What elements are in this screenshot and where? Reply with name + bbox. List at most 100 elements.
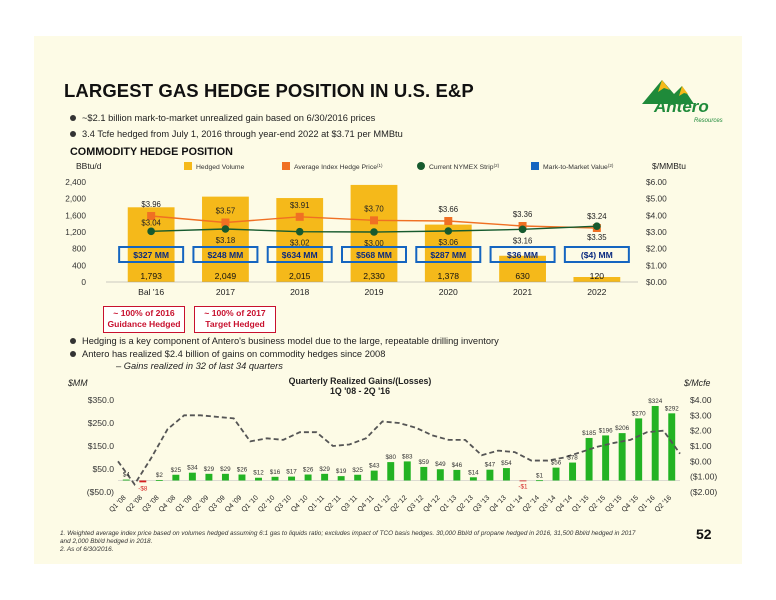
mtm-value-box bbox=[489, 246, 556, 263]
gain-bar bbox=[387, 462, 395, 481]
x-tick-label: Q1 '10 bbox=[241, 494, 260, 513]
footnote-1-cont: and 2,000 Bbl/d hedged in 2018. bbox=[60, 538, 153, 545]
bar-value-label: $16 bbox=[270, 469, 281, 476]
y-tick-label: 0 bbox=[81, 277, 86, 287]
logo-subtext: Resources bbox=[694, 118, 723, 124]
logo-text: Antero bbox=[653, 97, 709, 116]
bar-value-label: $26 bbox=[303, 467, 314, 474]
x-tick-label: Q2 '14 bbox=[522, 494, 541, 513]
gain-bar bbox=[486, 469, 494, 481]
nymex-label: $3.04 bbox=[141, 218, 161, 227]
x-tick-label: Q1 '15 bbox=[571, 494, 590, 513]
x-tick-label: Q4 '08 bbox=[158, 494, 177, 513]
mtm-value-label: $634 MM bbox=[282, 250, 318, 260]
nymex-marker bbox=[444, 227, 453, 235]
gain-bar bbox=[618, 433, 626, 481]
x-tick-label: Q1 '11 bbox=[307, 494, 326, 513]
bar-value-label: $56 bbox=[551, 460, 562, 467]
x-tick-label: Q1 '16 bbox=[637, 494, 656, 513]
mtm-value-label: $568 MM bbox=[356, 250, 392, 260]
gain-bar bbox=[337, 476, 345, 481]
gain-bar bbox=[585, 437, 593, 481]
page-number: 52 bbox=[696, 526, 712, 542]
x-tick-label: Q3 '12 bbox=[406, 494, 425, 513]
y2-axis-title: $/MMBtu bbox=[652, 161, 686, 171]
avg-index-label: $3.36 bbox=[513, 210, 533, 219]
gain-bar bbox=[255, 477, 262, 481]
y2-tick-label: $4.00 bbox=[646, 210, 667, 220]
y-tick-label: 2,000 bbox=[65, 194, 86, 204]
nymex-label: $3.16 bbox=[513, 236, 533, 245]
gain-bar bbox=[321, 473, 329, 481]
bar-value-label: $4 bbox=[123, 472, 131, 479]
legend-entry: Current NYMEX Strip(2) bbox=[429, 163, 500, 171]
volume-label: 1,378 bbox=[438, 271, 460, 281]
guidance-line: ~ 100% of 2016 Guidance Hedged bbox=[107, 308, 181, 329]
bar-value-label: $12 bbox=[253, 470, 264, 477]
gain-bar bbox=[635, 418, 643, 481]
slide-title: LARGEST GAS HEDGE POSITION IN U.S. E&P bbox=[64, 80, 474, 101]
x-tick-label: 2020 bbox=[439, 287, 458, 297]
x-tick-label: 2019 bbox=[364, 287, 383, 297]
mountain-logo-icon: Antero Resources bbox=[642, 80, 723, 124]
gain-bar bbox=[122, 479, 130, 481]
bar-value-label: $78 bbox=[567, 455, 578, 462]
y-axis-title: BBtu/d bbox=[76, 161, 102, 171]
gain-bar bbox=[238, 474, 246, 481]
bullet-text: ~$2.1 billion mark-to-market unrealized … bbox=[82, 113, 376, 123]
footnote-1: 1. Weighted average index price based on… bbox=[60, 530, 636, 537]
legend-marker bbox=[417, 162, 425, 170]
hedge-chart-heading: COMMODITY HEDGE POSITION bbox=[70, 146, 233, 158]
y-tick-label: $350.0 bbox=[88, 395, 115, 405]
volume-label: 120 bbox=[590, 271, 605, 281]
y-tick-label: $50.0 bbox=[92, 464, 114, 474]
quarterly-gains-chart: Quarterly Realized Gains/(Losses)1Q '08 … bbox=[67, 376, 717, 514]
gain-bar bbox=[403, 461, 411, 481]
x-tick-label: Q3 '13 bbox=[472, 494, 491, 513]
bar-value-label: $46 bbox=[452, 462, 463, 469]
bullet-dot-icon bbox=[70, 337, 76, 344]
nymex-marker bbox=[221, 225, 230, 233]
bar-value-label: $14 bbox=[468, 469, 479, 476]
bullet-dot-icon bbox=[70, 350, 76, 357]
y-tick-label: $150.0 bbox=[88, 441, 115, 451]
x-tick-label: Q1 '09 bbox=[174, 494, 193, 513]
y-tick-label: 1,200 bbox=[65, 227, 86, 237]
bar-value-label: $1 bbox=[536, 472, 544, 479]
volume-bar bbox=[276, 198, 324, 282]
x-tick-label: Q1 '14 bbox=[505, 494, 524, 513]
bar-value-label: $29 bbox=[204, 466, 215, 473]
avg-index-label: $3.24 bbox=[587, 212, 607, 221]
bar-value-label: $185 bbox=[582, 430, 597, 437]
bullet-text: Hedging is a key component of Antero's b… bbox=[82, 336, 499, 346]
gain-bar bbox=[221, 473, 229, 481]
gain-bar bbox=[602, 435, 610, 481]
guidance-box-2016: ~ 100% of 2016 Guidance Hedged bbox=[103, 306, 185, 333]
avg-index-label: $3.57 bbox=[216, 207, 236, 216]
legend-marker bbox=[282, 162, 290, 170]
bullet-dot-icon bbox=[70, 114, 76, 121]
bar-value-label: -$1 bbox=[518, 484, 528, 491]
x-tick-label: Q4 '15 bbox=[621, 494, 640, 513]
y2-tick-label: $1.00 bbox=[690, 441, 712, 451]
mtm-value-label: $287 MM bbox=[430, 250, 466, 260]
x-tick-label: Q1 '12 bbox=[373, 494, 392, 513]
y2-tick-label: $3.00 bbox=[690, 410, 712, 420]
per-mcfe-line bbox=[117, 414, 681, 486]
volume-bar bbox=[499, 255, 546, 282]
y2-axis-title: $/Mcfe bbox=[683, 378, 711, 388]
gain-bar bbox=[502, 468, 510, 481]
gain-bar bbox=[651, 405, 659, 481]
nymex-marker bbox=[295, 227, 304, 236]
y-axis-title: $MM bbox=[67, 378, 88, 388]
nymex-marker bbox=[147, 227, 155, 236]
nymex-label: $3.06 bbox=[439, 238, 459, 247]
x-tick-label: Q4 '11 bbox=[357, 494, 376, 513]
y2-tick-label: $0.00 bbox=[646, 277, 667, 287]
gain-bar bbox=[370, 470, 378, 481]
y2-tick-label: $2.00 bbox=[646, 244, 667, 254]
y-tick-label: 800 bbox=[72, 244, 86, 254]
avg-index-marker bbox=[444, 217, 453, 225]
x-tick-label: Bal '16 bbox=[138, 287, 164, 297]
mtm-value-box bbox=[415, 246, 482, 263]
